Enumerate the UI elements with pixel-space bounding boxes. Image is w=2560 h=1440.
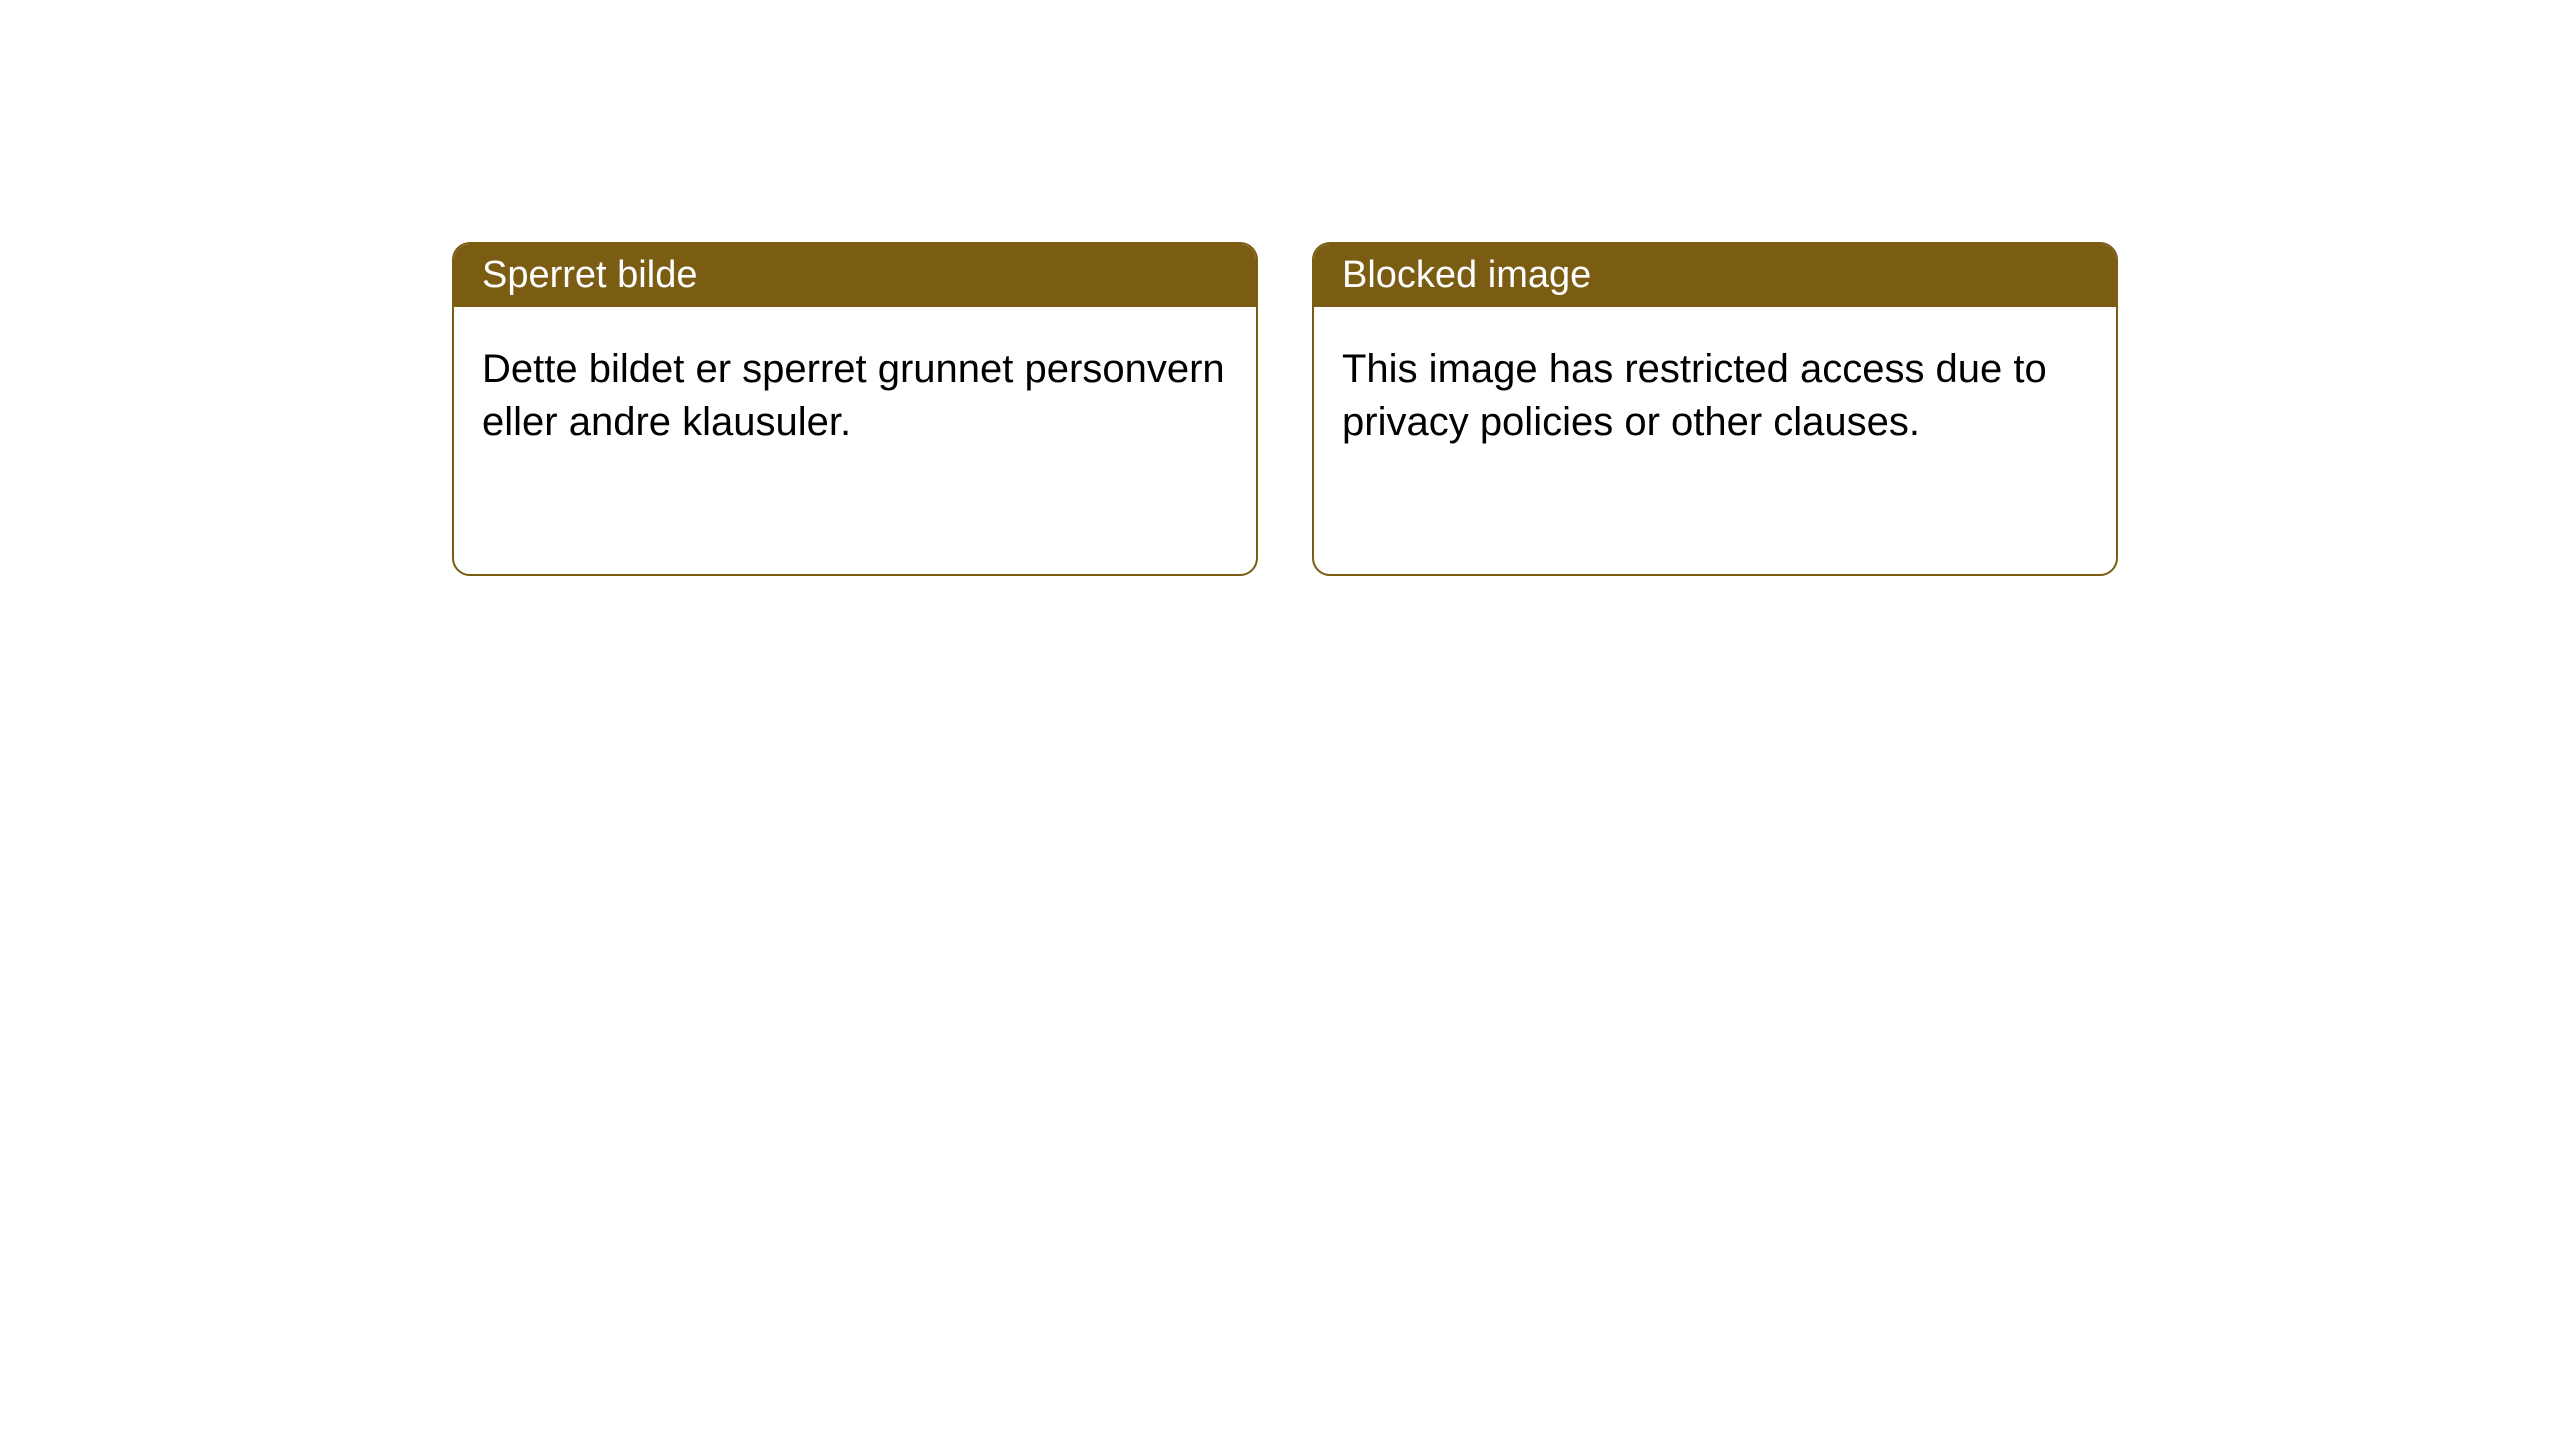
notice-body: This image has restricted access due to …: [1314, 307, 2116, 485]
notice-body-text: This image has restricted access due to …: [1342, 347, 2047, 444]
notice-body: Dette bildet er sperret grunnet personve…: [454, 307, 1256, 485]
notice-header: Sperret bilde: [454, 244, 1256, 307]
notice-title: Sperret bilde: [482, 254, 697, 296]
notice-card-norwegian: Sperret bilde Dette bildet er sperret gr…: [452, 242, 1258, 576]
notice-body-text: Dette bildet er sperret grunnet personve…: [482, 347, 1225, 444]
notice-title: Blocked image: [1342, 254, 1591, 296]
notice-header: Blocked image: [1314, 244, 2116, 307]
notice-card-english: Blocked image This image has restricted …: [1312, 242, 2118, 576]
notice-container: Sperret bilde Dette bildet er sperret gr…: [452, 242, 2118, 576]
